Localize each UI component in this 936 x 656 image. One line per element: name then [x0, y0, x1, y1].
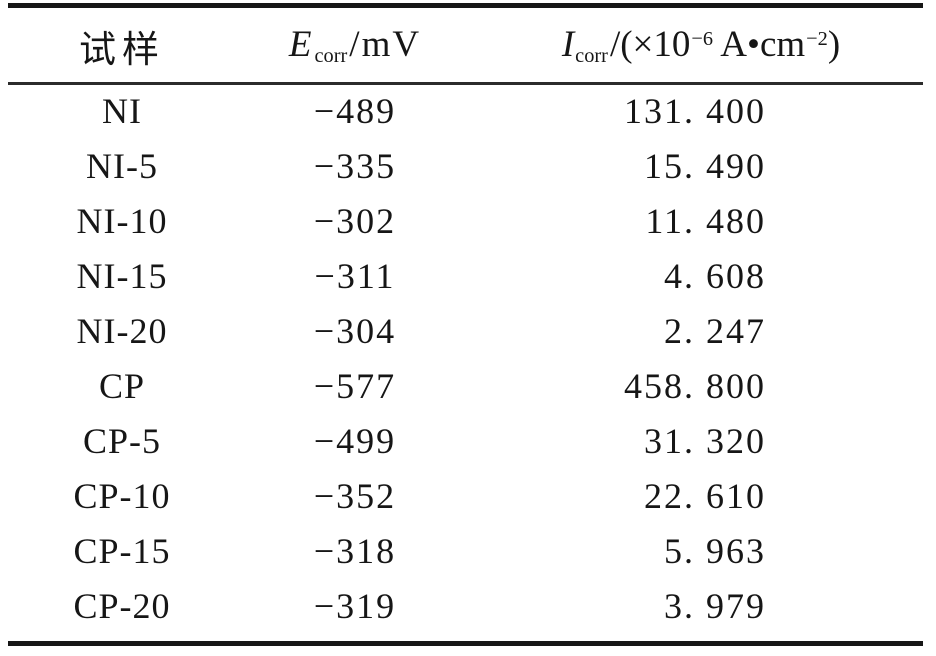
icorr-cell: 11. 480	[645, 200, 766, 241]
sample-cell: CP-20	[73, 585, 171, 626]
sample-cell: CP	[98, 365, 146, 406]
table-row: CP-20 −319 3. 979	[0, 578, 936, 633]
icorr-exponent-1: −6	[691, 27, 714, 50]
icorr-unit-open: /(×10	[609, 23, 691, 65]
ecorr-unit: /mV	[349, 23, 422, 65]
icorr-exponent-2: −2	[806, 27, 828, 50]
table-row: NI-20 −304 2. 247	[0, 303, 936, 358]
ecorr-cell: −319	[313, 585, 397, 626]
data-table: 试样 Ecorr/mV Icorr/(×10−6 A•cm−2) NI −489…	[0, 8, 936, 633]
sample-cell: NI	[102, 90, 142, 131]
table-row: CP-5 −499 31. 320	[0, 413, 936, 468]
table-row: NI-10 −302 11. 480	[0, 193, 936, 248]
table-row: CP-15 −318 5. 963	[0, 523, 936, 578]
icorr-symbol: I	[561, 23, 575, 65]
table-row: NI-15 −311 4. 608	[0, 248, 936, 303]
ecorr-cell: −499	[313, 420, 397, 461]
sample-cell: NI-5	[86, 145, 158, 186]
icorr-cell: 31. 320	[644, 420, 766, 461]
sample-cell: CP-5	[82, 420, 162, 461]
table-bottom-rule	[8, 641, 923, 646]
table-row: NI-5 −335 15. 490	[0, 138, 936, 193]
ecorr-cell: −311	[314, 255, 396, 296]
table-header-rule	[8, 82, 923, 85]
icorr-cell: 458. 800	[624, 365, 766, 406]
table-row: CP-10 −352 22. 610	[0, 468, 936, 523]
ecorr-cell: −302	[313, 200, 397, 241]
icorr-cell: 3. 979	[664, 585, 766, 626]
table-row: CP −577 458. 800	[0, 358, 936, 413]
ecorr-cell: −352	[313, 475, 397, 516]
ecorr-cell: −577	[313, 365, 397, 406]
ecorr-symbol: E	[288, 23, 314, 65]
sample-cell: NI-20	[76, 310, 168, 351]
ecorr-cell: −335	[313, 145, 397, 186]
ecorr-cell: −318	[313, 530, 397, 571]
header-sample-column: 试样	[79, 29, 165, 71]
icorr-unit-mid: A•cm	[713, 23, 806, 65]
icorr-cell: 2. 247	[664, 310, 766, 351]
sample-cell: CP-10	[73, 475, 171, 516]
icorr-cell: 4. 608	[664, 255, 766, 296]
sample-cell: CP-15	[73, 530, 171, 571]
table-row: NI −489 131. 400	[0, 83, 936, 138]
icorr-cell: 15. 490	[644, 145, 766, 186]
header-icorr-column: Icorr/(×10−6 A•cm−2)	[466, 23, 936, 68]
icorr-cell: 131. 400	[624, 90, 766, 131]
table-header-row: 试样 Ecorr/mV Icorr/(×10−6 A•cm−2)	[0, 8, 936, 83]
ecorr-cell: −304	[313, 310, 397, 351]
sample-cell: NI-10	[76, 200, 168, 241]
sample-cell: NI-15	[76, 255, 168, 296]
ecorr-subscript: corr	[314, 45, 348, 68]
header-ecorr-column: Ecorr/mV	[244, 23, 466, 68]
table-top-rule	[8, 3, 923, 8]
icorr-cell: 22. 610	[644, 475, 766, 516]
icorr-cell: 5. 963	[664, 530, 766, 571]
icorr-unit-close: )	[827, 23, 841, 65]
icorr-subscript: corr	[575, 45, 608, 68]
ecorr-cell: −489	[313, 90, 397, 131]
